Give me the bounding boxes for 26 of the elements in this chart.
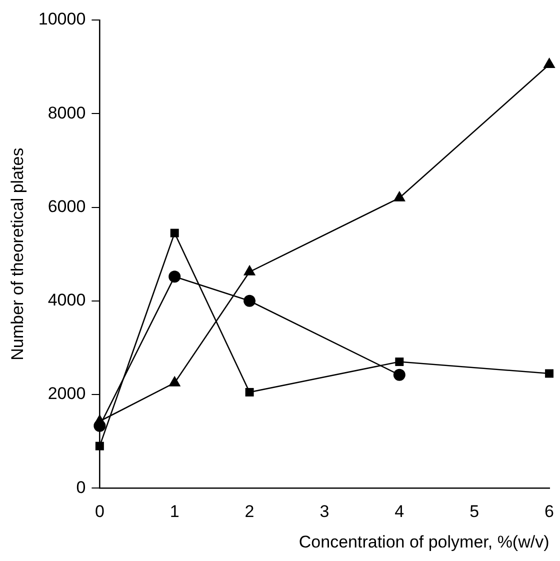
point	[95, 442, 104, 450]
point	[393, 368, 406, 381]
x-tick-label: 1	[170, 502, 180, 522]
point	[168, 270, 181, 283]
point	[243, 264, 256, 276]
point	[543, 57, 556, 68]
x-tick-label: 3	[320, 502, 330, 522]
y-tick-label: 8000	[48, 103, 86, 122]
x-tick-label: 5	[470, 502, 480, 522]
point	[245, 388, 254, 396]
point	[395, 358, 404, 366]
y-tick-label: 0	[76, 478, 86, 497]
x-tick-label: 6	[544, 502, 554, 522]
y-tick-label: 10000	[38, 10, 86, 29]
x-tick-label: 2	[244, 502, 254, 522]
point	[545, 369, 554, 378]
x-tick-label: 0	[94, 502, 104, 522]
point	[244, 294, 256, 307]
point	[393, 190, 406, 202]
y-axis-title: Number of theoretical plates	[8, 148, 27, 360]
y-tick-label: 2000	[48, 384, 86, 404]
y-tick-label: 4000	[48, 290, 86, 310]
y-tick-label: 6000	[48, 196, 86, 216]
x-tick-label: 4	[394, 502, 404, 522]
x-axis-title: Concentration of polymer, %(w/v)	[298, 532, 550, 552]
point	[170, 228, 179, 238]
